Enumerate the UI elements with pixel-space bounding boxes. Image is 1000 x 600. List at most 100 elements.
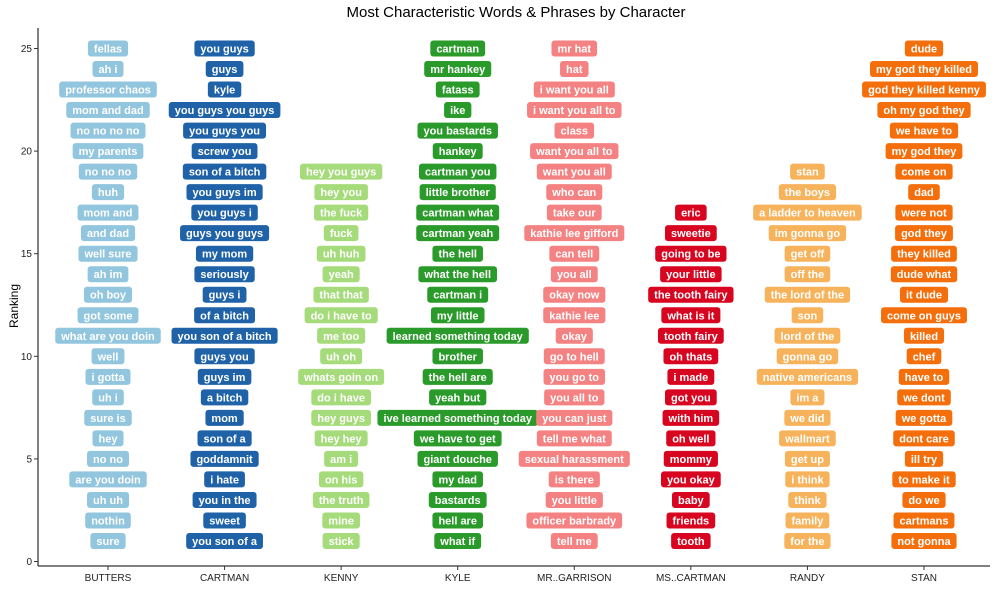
word-label-text: oh well (672, 433, 709, 445)
word-label-box (304, 307, 378, 324)
word-label: family (785, 512, 830, 529)
word-label: learned something today (386, 327, 529, 344)
word-label: eric (675, 204, 707, 221)
word-label: the hell are (422, 368, 493, 385)
word-label-text: you son of a (192, 536, 258, 548)
word-label-text: hey you (320, 187, 362, 199)
word-label: mr hankey (424, 61, 492, 78)
word-label-box (386, 327, 529, 344)
word-label: ive learned something today (377, 409, 538, 426)
word-label-text: hell are (438, 515, 477, 527)
word-label-box (655, 245, 727, 262)
word-label: you bastards (417, 122, 498, 139)
word-label-box (205, 61, 244, 78)
word-label-box (768, 225, 847, 242)
word-label-text: to make it (898, 474, 950, 486)
word-label: have to (898, 368, 950, 385)
word-label: tell me (550, 532, 598, 549)
word-label-text: cartman what (422, 208, 493, 220)
word-label: i want you all to (527, 102, 622, 119)
word-label-text: goddamnit (196, 454, 253, 466)
word-label: god they (895, 225, 953, 242)
word-label-text: i want you all to (533, 105, 616, 117)
word-label-text: ike (450, 105, 465, 117)
word-label: oh thats (663, 348, 719, 365)
word-label: get off (784, 245, 831, 262)
word-label: we dont (897, 389, 951, 406)
y-tick-label: 0 (26, 557, 32, 568)
word-label: i gotta (85, 368, 131, 385)
y-tick-label: 15 (21, 249, 33, 260)
word-label-text: and dad (87, 228, 129, 240)
word-label: i think (785, 471, 830, 488)
word-label-box (784, 532, 831, 549)
word-label-box (202, 286, 247, 303)
word-label-text: my dad (438, 474, 477, 486)
word-label-text: tell me (557, 536, 592, 548)
word-label-box (80, 225, 136, 242)
word-label-text: you son of a bitch (178, 331, 272, 343)
word-label: whats goin on (298, 368, 385, 385)
word-label-text: son of a (203, 433, 246, 445)
word-label-box (85, 512, 131, 529)
word-label: you can just (536, 409, 613, 426)
word-label-box (320, 348, 363, 365)
word-label: no no no no (70, 122, 146, 139)
word-label-box (429, 389, 487, 406)
word-label-box (191, 204, 258, 221)
x-tick-label: CARTMAN (200, 573, 249, 584)
word-label-text: i think (791, 474, 824, 486)
word-label-box (317, 327, 366, 344)
word-label: the boys (778, 184, 837, 201)
word-label-text: yeah (329, 269, 354, 281)
word-label: class (554, 122, 595, 139)
word-label-text: uh uh (93, 495, 123, 507)
word-label-box (59, 81, 157, 98)
word-label: uh oh (320, 348, 363, 365)
word-label-text: take our (553, 208, 597, 220)
word-label: gonna go (776, 348, 839, 365)
word-label-text: the hell (438, 249, 477, 261)
word-label-box (432, 245, 483, 262)
word-label: baby (672, 491, 710, 508)
word-label-text: oh thats (669, 351, 712, 363)
word-label: uh i (92, 389, 124, 406)
word-label: can tell (549, 245, 600, 262)
word-label-text: yeah but (435, 392, 481, 404)
word-label: what are you doin (55, 327, 161, 344)
word-label-text: a ladder to heaven (759, 208, 856, 220)
word-label-text: stan (796, 167, 819, 179)
word-label-text: the truth (319, 495, 364, 507)
word-label-text: sweetie (671, 228, 711, 240)
word-label-text: im gonna go (775, 228, 841, 240)
word-label-text: guys you (200, 351, 248, 363)
word-label: hey (92, 430, 124, 447)
word-label-text: wallmart (784, 433, 830, 445)
word-label-box (543, 348, 605, 365)
word-label-box (432, 512, 483, 529)
x-tick-label: MS..CARTMAN (656, 573, 726, 584)
y-tick-label: 20 (21, 147, 33, 158)
word-label: seriously (194, 266, 255, 283)
word-label-box (666, 512, 716, 529)
word-label-box (870, 61, 978, 78)
word-label-box (314, 430, 368, 447)
word-label: oh boy (83, 286, 133, 303)
word-label: little brother (419, 184, 496, 201)
word-label-text: sure is (90, 413, 125, 425)
word-label-box (92, 389, 124, 406)
word-label: im a (790, 389, 825, 406)
word-label-text: want you all (542, 167, 606, 179)
word-label-text: well sure (83, 249, 131, 261)
word-label: hey hey (314, 430, 368, 447)
axes: 0 5 10 15 20 25 BUTTERS CARTMAN KENNY KYLE MR..GAR… (21, 28, 990, 584)
word-label-box (543, 307, 606, 324)
word-label: sure (90, 532, 126, 549)
word-label-text: want you all to (535, 146, 613, 158)
word-label: the truth (312, 491, 370, 508)
word-label-text: it dude (906, 290, 942, 302)
word-label: huh (91, 184, 125, 201)
word-label-text: hankey (439, 146, 478, 158)
word-label-box (895, 409, 953, 426)
word-label: son of a bitch (182, 163, 267, 180)
